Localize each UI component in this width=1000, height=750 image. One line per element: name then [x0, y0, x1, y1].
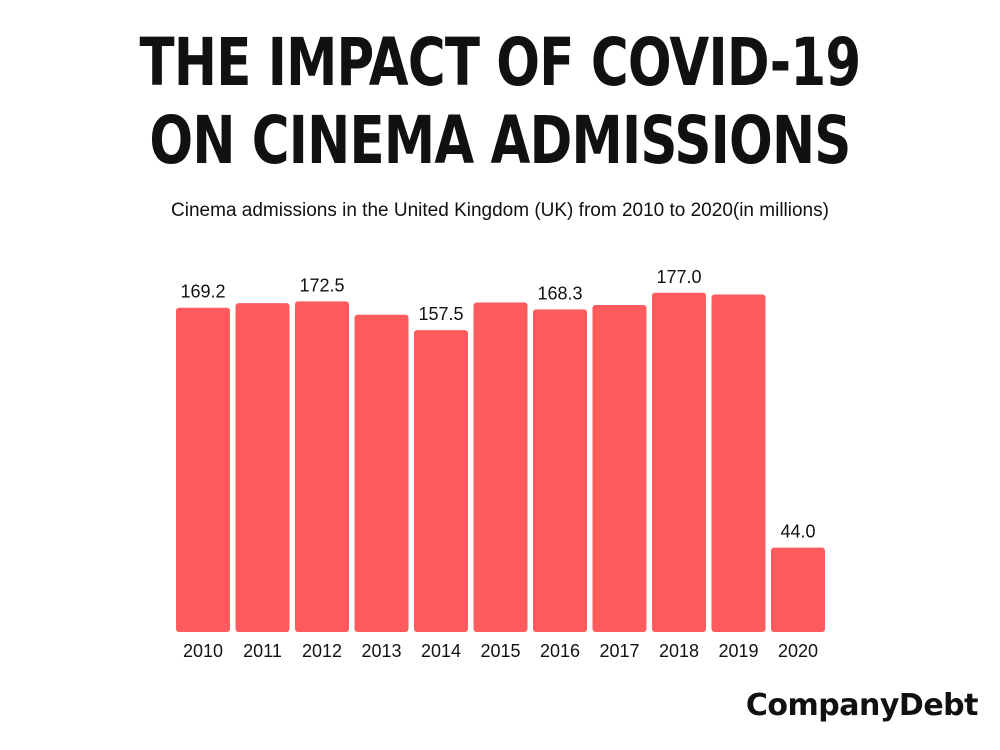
bars-group — [176, 292, 825, 632]
title-line-2: ON CINEMA ADMISSIONS — [149, 102, 851, 179]
x-tick-label-2020: 2020 — [778, 641, 818, 661]
value-label-2016: 168.3 — [537, 283, 582, 303]
chart-title: THE IMPACT OF COVID-19 ON CINEMA ADMISSI… — [110, 24, 890, 180]
x-tick-label-2018: 2018 — [659, 641, 699, 661]
bar-2017 — [592, 305, 647, 632]
bar-2012 — [295, 301, 349, 632]
x-tick-label-2010: 2010 — [183, 641, 223, 661]
value-label-2010: 169.2 — [180, 282, 225, 302]
x-tick-label-2014: 2014 — [421, 641, 461, 661]
value-label-2018: 177.0 — [656, 267, 701, 287]
x-tick-label-2013: 2013 — [361, 641, 401, 661]
x-tick-label-2016: 2016 — [540, 641, 580, 661]
bar-2016 — [533, 309, 587, 632]
x-tick-label-2012: 2012 — [302, 641, 342, 661]
bar-2018 — [652, 292, 706, 632]
chart-subtitle: Cinema admissions in the United Kingdom … — [171, 200, 829, 221]
value-label-2020: 44.0 — [780, 522, 815, 542]
x-tick-label-2019: 2019 — [718, 641, 758, 661]
bar-2011 — [235, 303, 290, 632]
value-label-2012: 172.5 — [299, 275, 344, 295]
x-tick-label-2011: 2011 — [243, 641, 282, 661]
value-labels-group: 169.2 172.5 157.5 168.3 177.0 44.0 — [180, 267, 815, 542]
brand-logo: CompanyDebt — [745, 688, 979, 723]
bar-2014 — [414, 330, 468, 632]
x-tick-label-2017: 2017 — [599, 641, 639, 661]
bar-2015 — [473, 302, 528, 632]
bar-2010 — [176, 307, 230, 632]
value-label-2014: 157.5 — [418, 304, 463, 324]
title-line-1: THE IMPACT OF COVID-19 — [139, 24, 862, 101]
bar-2019 — [711, 294, 766, 632]
x-tick-labels-group: 2010 2011 2012 2013 2014 2015 2016 2017 2018 2019… — [183, 641, 818, 661]
x-tick-label-2015: 2015 — [480, 641, 520, 661]
bar-2013 — [354, 314, 409, 632]
bar-2020 — [771, 547, 825, 632]
